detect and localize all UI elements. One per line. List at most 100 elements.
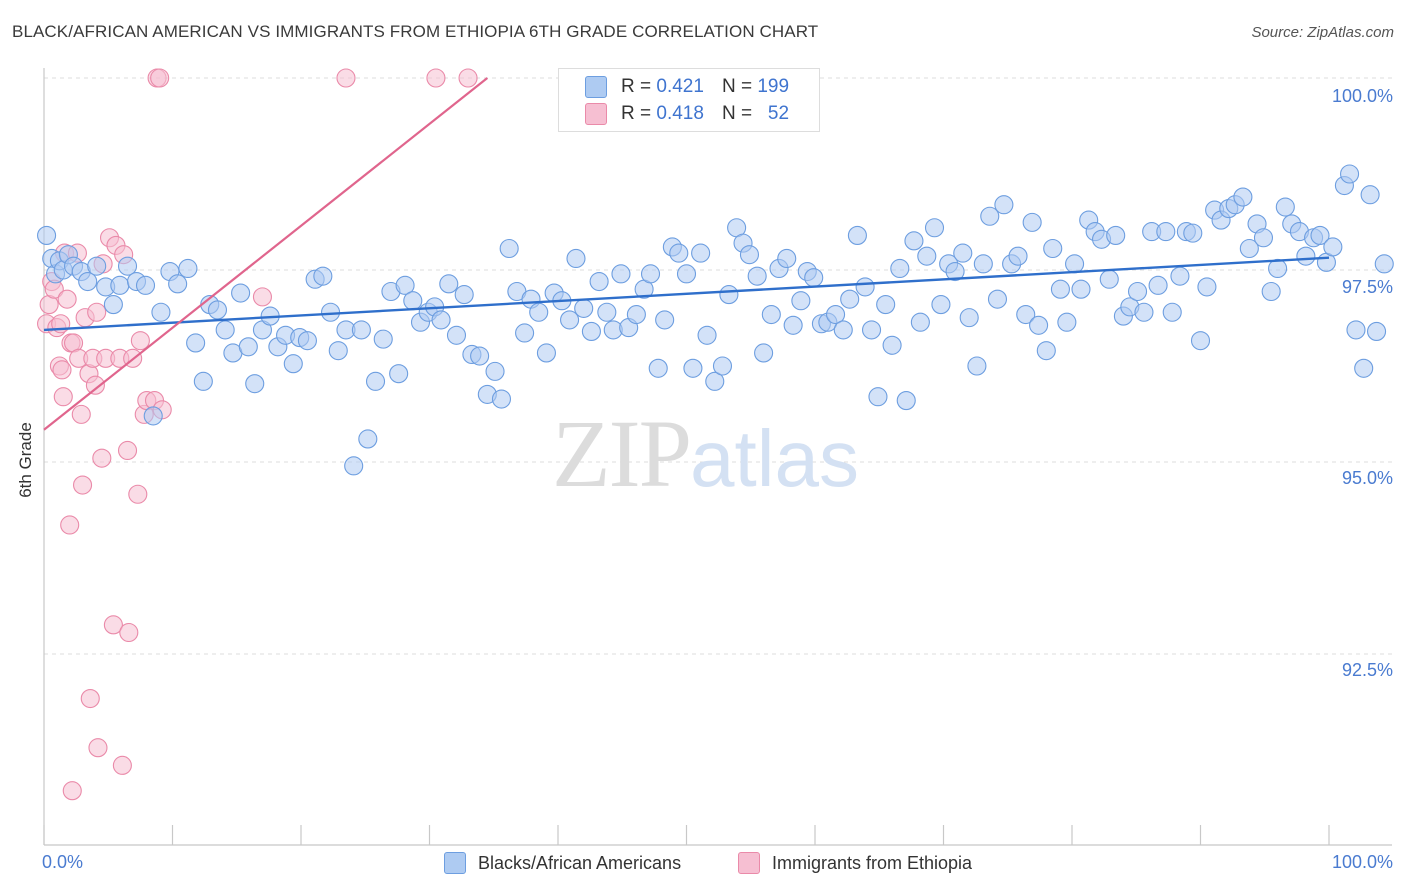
- data-point-blacks: [143, 406, 163, 426]
- r-value: 0.418: [656, 103, 704, 124]
- data-point-blacks: [917, 246, 937, 266]
- data-point-blacks: [959, 308, 979, 328]
- data-point-blacks: [904, 231, 924, 251]
- data-point-blacks: [896, 391, 916, 411]
- data-point-blacks: [890, 258, 910, 279]
- data-point-blacks: [1156, 222, 1176, 242]
- data-point-blacks: [110, 275, 130, 295]
- data-point-ethiopia: [128, 484, 148, 504]
- legend-item-blacks: Blacks/African Americans: [444, 852, 681, 874]
- data-point-blacks: [1190, 331, 1211, 351]
- data-point-ethiopia: [119, 622, 139, 643]
- data-point-blacks: [826, 304, 846, 325]
- data-point-blacks: [574, 298, 594, 318]
- data-point-blacks: [186, 333, 206, 353]
- chart-source: Source: ZipAtlas.com: [1251, 24, 1394, 41]
- data-point-blacks: [953, 243, 973, 263]
- blue-swatch-icon: [585, 76, 607, 98]
- data-point-ethiopia: [426, 68, 446, 88]
- data-point-blacks: [1323, 237, 1343, 257]
- data-point-blacks: [640, 264, 661, 284]
- data-point-blacks: [1008, 246, 1028, 266]
- data-point-blacks: [1036, 341, 1056, 361]
- data-point-blacks: [1099, 269, 1119, 289]
- data-point-ethiopia: [112, 755, 132, 775]
- data-point-ethiopia: [73, 475, 93, 495]
- n-value: 52: [767, 103, 790, 124]
- data-point-blacks: [719, 285, 739, 305]
- data-point-blacks: [1354, 358, 1374, 378]
- data-point-blacks: [868, 387, 888, 407]
- data-point-blacks: [980, 206, 1000, 226]
- data-point-blacks: [967, 356, 987, 376]
- data-point-blacks: [626, 304, 646, 325]
- legend-item-ethiopia: Immigrants from Ethiopia: [738, 852, 972, 874]
- data-point-blacks: [697, 325, 717, 345]
- data-point-blacks: [1162, 302, 1182, 322]
- r-label: R =: [621, 76, 652, 97]
- data-point-blacks: [245, 374, 265, 394]
- data-point-blacks: [1106, 225, 1126, 245]
- y-tick-label-95: 95.0%: [1341, 468, 1393, 488]
- data-point-blacks: [446, 325, 467, 345]
- data-point-blacks: [747, 266, 767, 286]
- data-point-ethiopia: [117, 440, 138, 461]
- data-point-blacks: [238, 337, 258, 357]
- data-point-blacks: [454, 285, 474, 305]
- n-value: 199: [757, 76, 790, 97]
- data-point-blacks: [470, 346, 490, 366]
- data-point-blacks: [321, 302, 341, 322]
- data-point-blacks: [1183, 223, 1203, 243]
- data-point-blacks: [1268, 258, 1288, 279]
- data-point-blacks: [1050, 279, 1070, 299]
- data-point-blacks: [1170, 266, 1190, 286]
- data-point-blacks: [117, 256, 138, 276]
- data-point-blacks: [373, 329, 393, 349]
- data-point-ethiopia: [252, 287, 273, 307]
- data-point-blacks: [931, 295, 951, 315]
- data-point-blacks: [705, 371, 725, 391]
- data-point-blacks: [566, 248, 586, 269]
- watermark-atlas: atlas: [690, 414, 859, 503]
- data-point-blacks: [1340, 164, 1360, 184]
- data-point-blacks: [87, 256, 107, 276]
- data-point-blacks: [777, 248, 797, 269]
- data-point-ethiopia: [52, 360, 72, 380]
- data-point-blacks: [847, 225, 867, 245]
- data-point-blacks: [1346, 320, 1366, 340]
- data-point-blacks: [1374, 254, 1394, 274]
- data-point-blacks: [1022, 212, 1042, 232]
- data-point-blacks: [1253, 228, 1274, 248]
- data-point-blacks: [1360, 185, 1380, 205]
- data-point-blacks: [560, 310, 580, 330]
- data-point-blacks: [840, 289, 860, 309]
- y-axis-label: 6th Grade: [16, 422, 35, 498]
- pink-swatch-icon: [585, 103, 607, 125]
- chart-title: BLACK/AFRICAN AMERICAN VS IMMIGRANTS FRO…: [12, 22, 819, 41]
- data-point-blacks: [1275, 197, 1295, 217]
- data-point-ethiopia: [71, 404, 91, 424]
- data-point-blacks: [882, 335, 902, 355]
- data-point-blacks: [1239, 238, 1259, 259]
- data-point-blacks: [78, 271, 98, 292]
- data-point-blacks: [37, 225, 57, 245]
- data-point-blacks: [351, 320, 371, 340]
- data-point-blacks: [207, 300, 228, 320]
- data-point-blacks: [491, 389, 512, 409]
- data-point-blacks: [439, 274, 459, 294]
- data-point-blacks: [313, 266, 333, 286]
- data-point-blacks: [754, 343, 774, 363]
- x-tick-label-100: 100.0%: [1331, 852, 1393, 872]
- data-point-blacks: [536, 343, 556, 363]
- data-point-ethiopia: [53, 387, 73, 407]
- data-point-blacks: [297, 331, 317, 351]
- data-point-blacks: [1366, 321, 1387, 341]
- stats-row-ethiopia: R = 0.418 N = 52: [585, 101, 789, 127]
- data-point-blacks: [389, 364, 409, 384]
- data-point-blacks: [103, 295, 123, 315]
- data-point-blacks: [1065, 254, 1085, 274]
- data-point-blacks: [1057, 312, 1077, 332]
- data-point-blacks: [1148, 275, 1168, 295]
- data-point-blacks: [168, 274, 188, 294]
- data-point-blacks: [344, 456, 364, 476]
